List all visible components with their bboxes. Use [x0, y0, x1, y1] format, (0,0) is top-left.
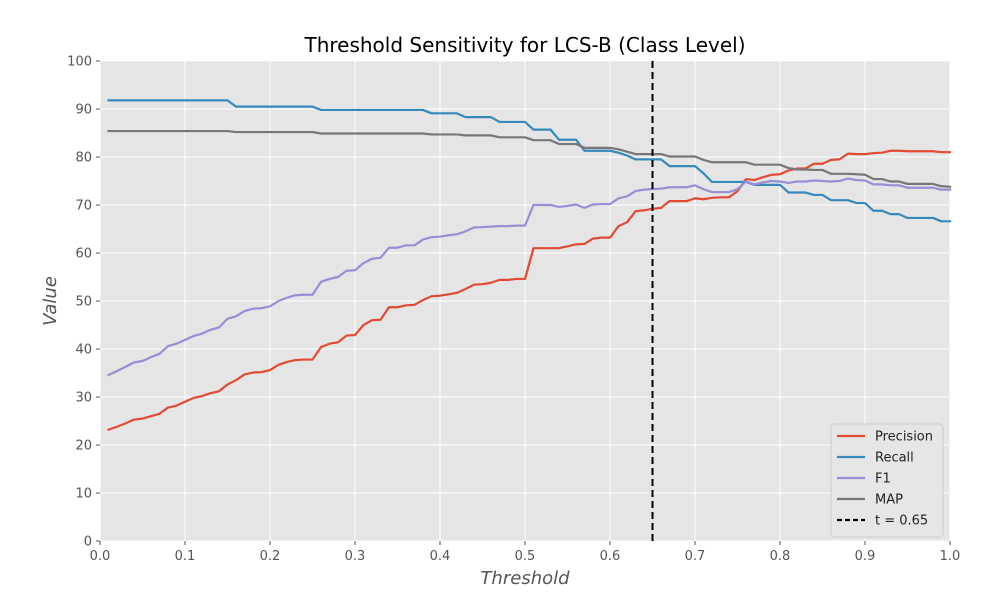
- x-tick-label: 0.6: [600, 549, 621, 564]
- y-tick-label: 60: [75, 247, 92, 262]
- x-tick-label: 0.2: [260, 549, 281, 564]
- y-tick-label: 80: [75, 151, 92, 166]
- x-tick-label: 0.5: [515, 549, 536, 564]
- y-tick-label: 0: [84, 535, 92, 550]
- chart-title: Threshold Sensitivity for LCS-B (Class L…: [303, 33, 745, 57]
- x-tick-label: 0.9: [855, 549, 876, 564]
- axis-ticks: 0.0 0.1 0.2 0.3 0.4 0.5 0.6 0.7 0.8 0.9 1.0 0 10 20 30…: [67, 55, 960, 565]
- x-axis-label: Threshold: [480, 568, 570, 589]
- y-tick-label: 10: [75, 487, 92, 502]
- y-tick-label: 50: [75, 295, 92, 310]
- legend-label-threshold: t = 0.65: [875, 514, 928, 529]
- x-tick-label: 0.3: [345, 549, 366, 564]
- legend-label-f1: F1: [875, 472, 891, 487]
- y-axis-label: Value: [40, 276, 61, 326]
- legend: Precision Recall F1 MAP t = 0.65: [830, 423, 944, 538]
- y-tick-label: 40: [75, 343, 92, 358]
- series-line-recall: [107, 99, 952, 223]
- y-tick-label: 90: [75, 103, 92, 118]
- y-tick-label: 30: [75, 391, 92, 406]
- series-lines: [107, 99, 952, 432]
- y-tick-label: 70: [75, 199, 92, 214]
- y-tick-label: 100: [67, 55, 92, 70]
- y-tick-label: 20: [75, 439, 92, 454]
- series-line-map: [107, 129, 952, 188]
- grid-lines: [99, 60, 951, 542]
- x-tick-label: 0.4: [430, 549, 451, 564]
- x-tick-label: 0.7: [685, 549, 706, 564]
- x-tick-label: 1.0: [940, 549, 961, 564]
- legend-label-recall: Recall: [875, 451, 914, 466]
- x-tick-label: 0.8: [770, 549, 791, 564]
- series-line-precision: [107, 149, 952, 432]
- x-tick-label: 0.0: [90, 549, 111, 564]
- x-tick-label: 0.1: [175, 549, 196, 564]
- series-line-f1: [107, 177, 952, 377]
- legend-box: [830, 423, 944, 538]
- legend-label-precision: Precision: [875, 430, 933, 445]
- legend-label-map: MAP: [875, 493, 903, 508]
